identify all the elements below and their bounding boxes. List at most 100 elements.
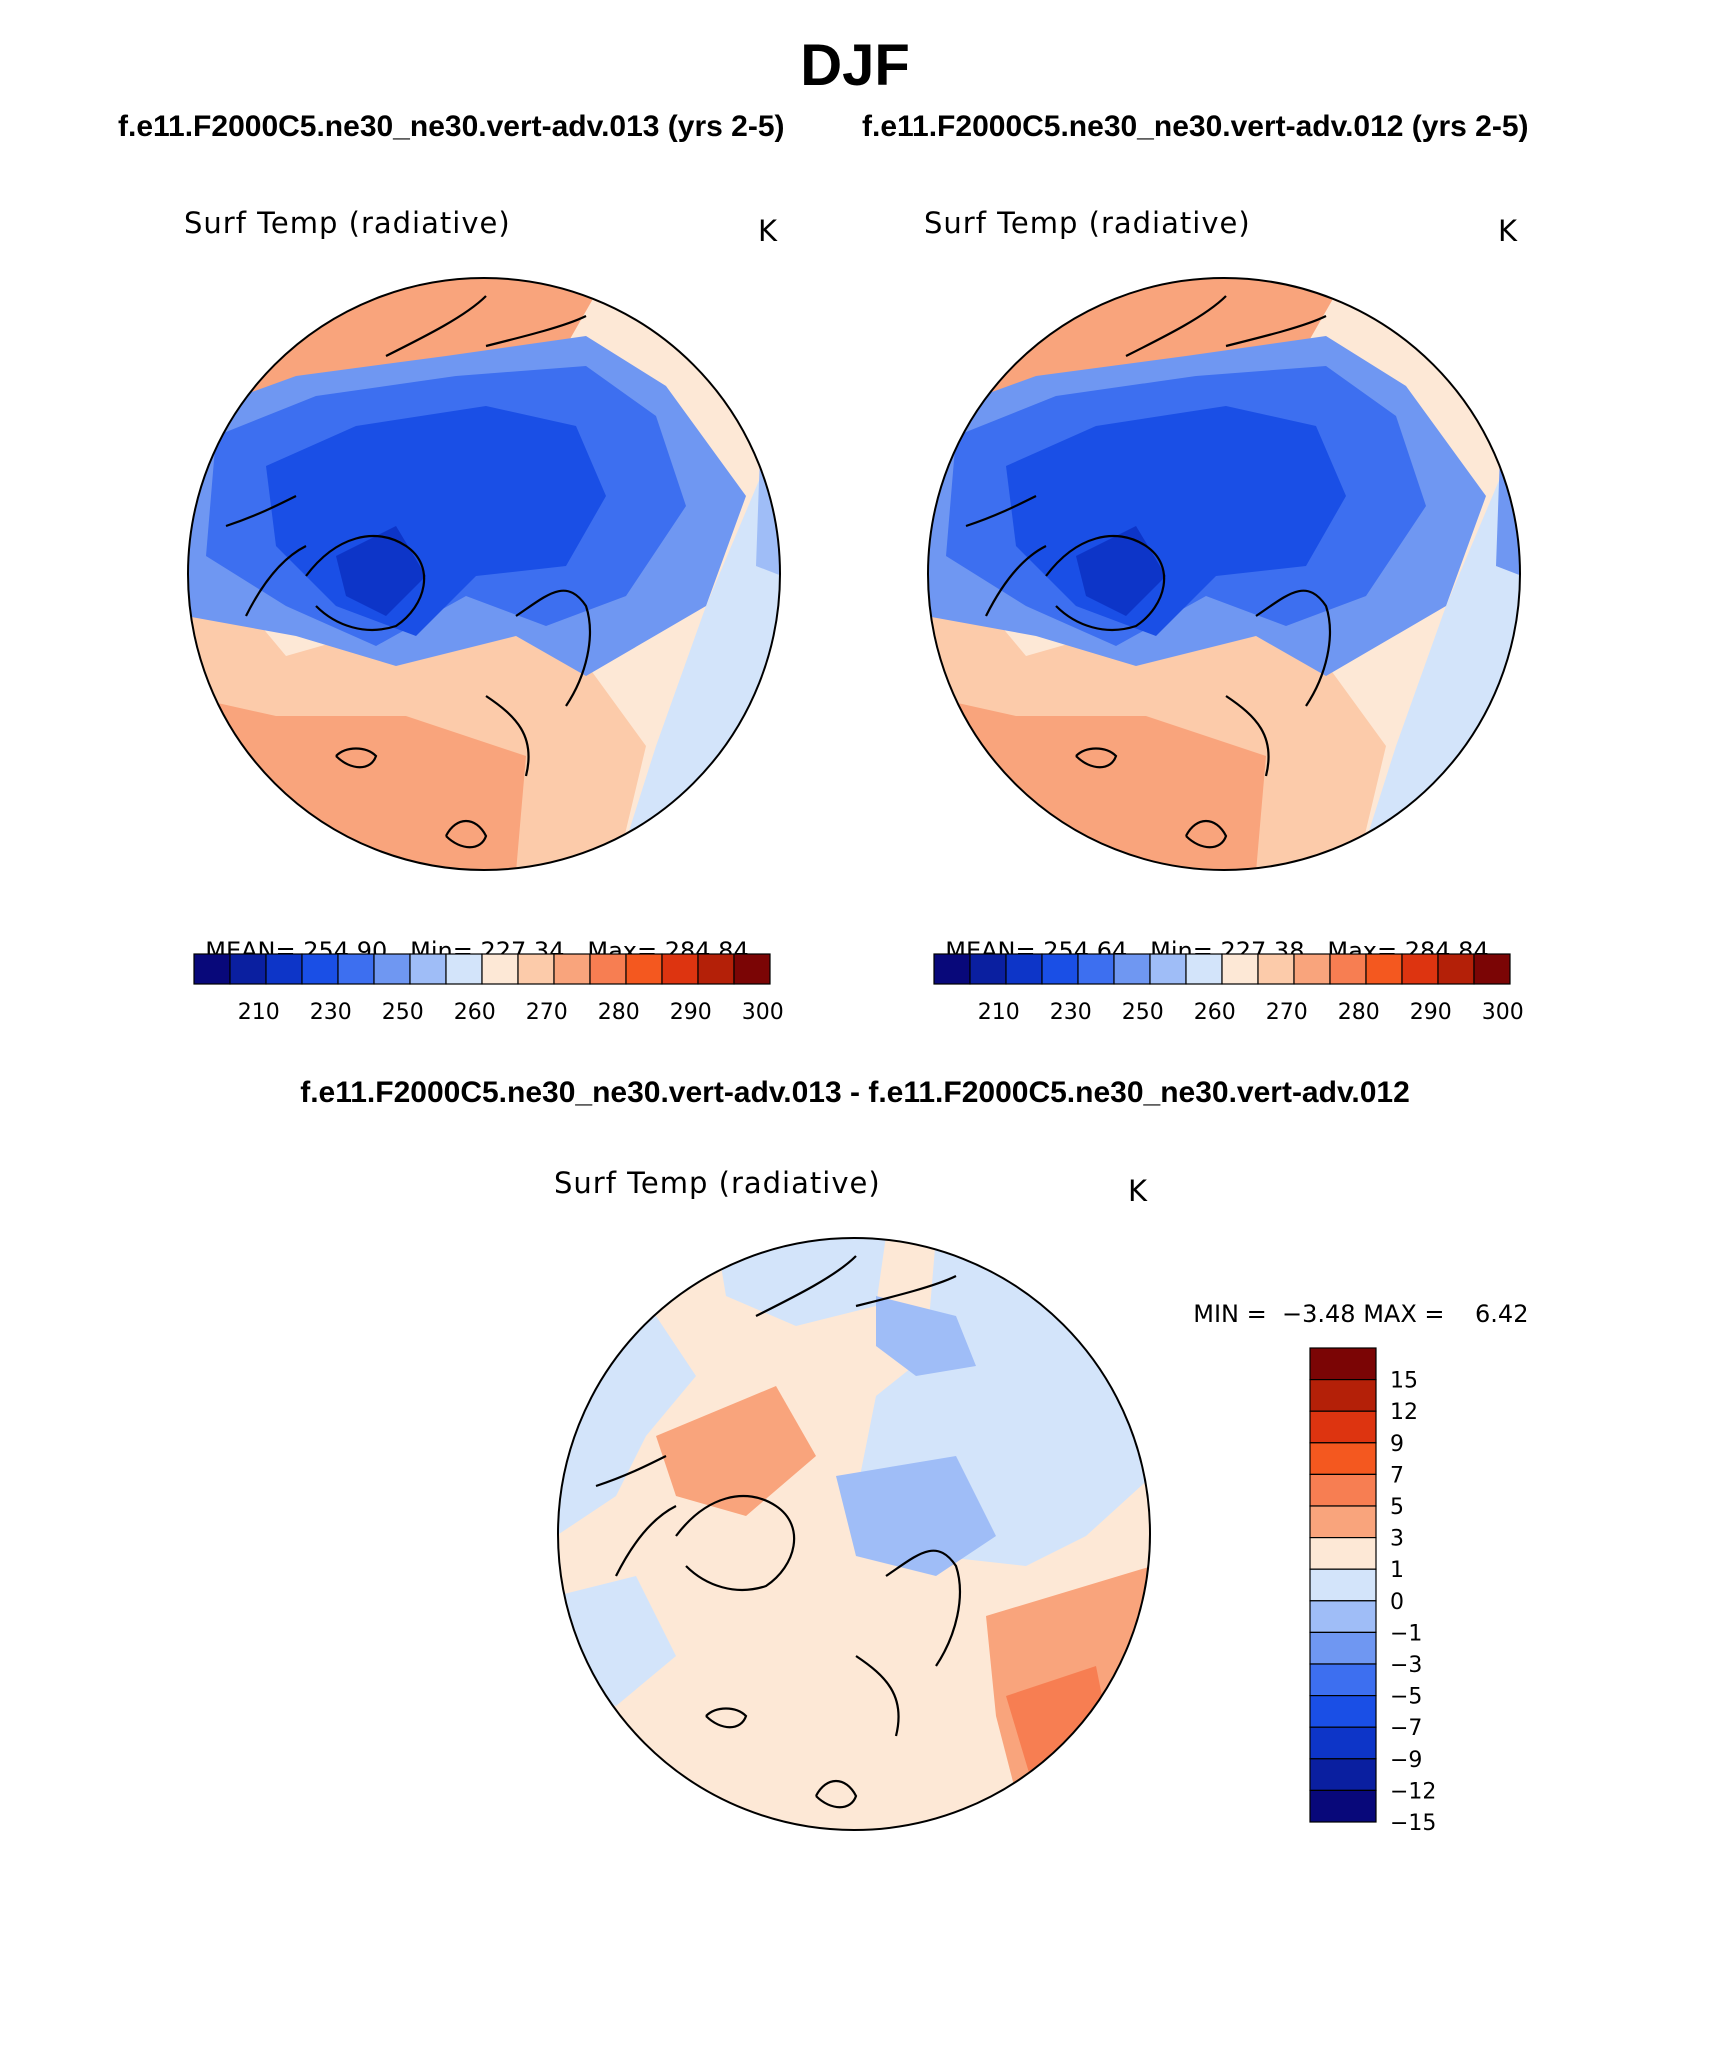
colorbar-3-label-5: 3 bbox=[1390, 1527, 1404, 1552]
colorbar-2-swatch-1 bbox=[969, 953, 1007, 985]
map-2-boundary bbox=[927, 277, 1521, 871]
colorbar-1-label-0: 210 bbox=[238, 1000, 280, 1025]
difference-title: f.e11.F2000C5.ne30_ne30.vert-adv.013 - f… bbox=[300, 1076, 1410, 1109]
colorbar-1-swatch-14 bbox=[697, 953, 735, 985]
colorbar-3-swatch-9 bbox=[1309, 1631, 1377, 1665]
map-3-boundary bbox=[557, 1237, 1151, 1831]
colorbar-2-swatch-4 bbox=[1077, 953, 1115, 985]
map-panel-3 bbox=[557, 1237, 1151, 1831]
colorbar-1-swatch-12 bbox=[625, 953, 663, 985]
map-1-boundary bbox=[187, 277, 781, 871]
map-3-field-cooler-center bbox=[836, 1456, 996, 1576]
map-3-coast-alaska bbox=[755, 1255, 957, 1317]
colorbar-3-swatch-1 bbox=[1309, 1379, 1377, 1412]
colorbar-2-swatch-7 bbox=[1185, 953, 1223, 985]
colorbar-1-swatch-13 bbox=[661, 953, 699, 985]
colorbar-2-label-6: 290 bbox=[1410, 1000, 1452, 1025]
colorbar-1-swatch-3 bbox=[301, 953, 339, 985]
map-3-coast-greenland bbox=[675, 1494, 796, 1591]
colorbar-1-label-1: 230 bbox=[310, 1000, 352, 1025]
colorbar-panel-3: 15 12 9 7 5 3 1 0 −1 −3 −5 −7 −9 −12 −15 bbox=[1309, 1347, 1436, 1836]
colorbar-2-label-1: 230 bbox=[1050, 1000, 1092, 1025]
colorbar-3-label-14: −15 bbox=[1390, 1811, 1436, 1836]
map-2-coast-britain bbox=[1185, 820, 1228, 849]
colorbar-3-label-9: −3 bbox=[1390, 1653, 1422, 1678]
colorbar-3-swatch-6 bbox=[1309, 1537, 1377, 1570]
colorbar-2-label-5: 280 bbox=[1338, 1000, 1380, 1025]
map-1-field-east-edge bbox=[756, 426, 780, 576]
map-2-field-greenland bbox=[1076, 526, 1166, 616]
colorbar-panel-2: 210 230 250 260 270 280 290 300 bbox=[933, 953, 1524, 1025]
colorbar-1-swatch-5 bbox=[373, 953, 411, 985]
map-1-coast-iceland bbox=[335, 747, 378, 769]
colorbar-1-label-7: 300 bbox=[742, 1000, 784, 1025]
colorbar-3-label-10: −5 bbox=[1390, 1685, 1422, 1710]
map-2-coast-alaska bbox=[1125, 295, 1327, 357]
colorbar-2-swatch-2 bbox=[1005, 953, 1043, 985]
colorbar-2-swatch-3 bbox=[1041, 953, 1079, 985]
colorbar-3-swatch-0 bbox=[1309, 1347, 1377, 1381]
colorbar-3-label-6: 1 bbox=[1390, 1558, 1404, 1583]
colorbar-3-swatch-3 bbox=[1309, 1442, 1377, 1476]
map-3-field-cool-north bbox=[716, 1238, 886, 1326]
map-2-coast-scandinavia bbox=[1225, 589, 1332, 777]
colorbar-3-swatch-8 bbox=[1309, 1600, 1377, 1634]
colorbar-3-label-13: −12 bbox=[1390, 1779, 1436, 1804]
panel-3-stats: MIN = −3.48 MAX = 6.42 bbox=[1178, 1272, 1528, 1328]
colorbar-3-label-12: −9 bbox=[1390, 1748, 1422, 1773]
panel-3-max-label: MAX = bbox=[1363, 1300, 1445, 1328]
panel-3-min-value: −3.48 bbox=[1282, 1300, 1356, 1328]
map-3-coast-britain bbox=[815, 1780, 858, 1809]
colorbar-3-swatch-10 bbox=[1309, 1663, 1377, 1697]
colorbar-2-swatch-13 bbox=[1401, 953, 1439, 985]
colorbar-2-label-3: 260 bbox=[1194, 1000, 1236, 1025]
map-panel-1 bbox=[187, 277, 781, 871]
colorbar-1-label-6: 290 bbox=[670, 1000, 712, 1025]
colorbar-3-swatch-13 bbox=[1309, 1758, 1377, 1791]
colorbar-3-swatch-4 bbox=[1309, 1473, 1377, 1507]
colorbar-3-label-3: 7 bbox=[1390, 1463, 1404, 1488]
colorbar-3-swatch-11 bbox=[1309, 1695, 1377, 1728]
colorbar-2-swatch-11 bbox=[1329, 953, 1367, 985]
colorbar-1-label-5: 280 bbox=[598, 1000, 640, 1025]
colorbar-2-label-4: 270 bbox=[1266, 1000, 1308, 1025]
colorbar-3-swatch-5 bbox=[1309, 1505, 1377, 1539]
map-1-coast-britain bbox=[445, 820, 488, 849]
map-3-field-warm-canada bbox=[656, 1386, 816, 1516]
panel-3-max-value: 6.42 bbox=[1475, 1300, 1529, 1328]
colorbar-1-swatch-4 bbox=[337, 953, 375, 985]
map-2-coast-iceland bbox=[1075, 747, 1118, 769]
colorbar-3-label-8: −1 bbox=[1390, 1621, 1422, 1646]
map-3-coast-iceland bbox=[705, 1707, 748, 1729]
panel-3-variable: Surf Temp (radiative) bbox=[554, 1166, 881, 1200]
map-3-coast-canada bbox=[595, 1455, 677, 1577]
colorbar-3-swatch-12 bbox=[1309, 1726, 1377, 1760]
colorbar-3-label-0: 15 bbox=[1390, 1369, 1418, 1394]
colorbar-3-label-11: −7 bbox=[1390, 1716, 1422, 1741]
map-3-coast-scandinavia bbox=[855, 1549, 962, 1737]
colorbar-3-swatch-14 bbox=[1309, 1789, 1377, 1823]
panel-1-variable: Surf Temp (radiative) bbox=[184, 206, 511, 240]
colorbar-2-label-7: 300 bbox=[1482, 1000, 1524, 1025]
panel-2-variable: Surf Temp (radiative) bbox=[924, 206, 1251, 240]
colorbar-2-swatch-15 bbox=[1473, 953, 1511, 985]
map-1-coast-greenland bbox=[305, 534, 426, 631]
case-title-left: f.e11.F2000C5.ne30_ne30.vert-adv.013 (yr… bbox=[118, 110, 785, 143]
map-3-coastlines bbox=[595, 1255, 962, 1809]
colorbar-1-swatch-0 bbox=[193, 953, 231, 985]
colorbar-3-label-1: 12 bbox=[1390, 1400, 1418, 1425]
colorbar-3-label-4: 5 bbox=[1390, 1495, 1404, 1520]
map-panel-2 bbox=[927, 277, 1521, 871]
colorbar-3-swatch-7 bbox=[1309, 1568, 1377, 1602]
figure-title: DJF bbox=[800, 33, 910, 98]
map-1-coast-alaska bbox=[385, 295, 587, 357]
colorbar-2-swatch-14 bbox=[1437, 953, 1475, 985]
colorbar-2-label-0: 210 bbox=[978, 1000, 1020, 1025]
colorbar-2-swatch-5 bbox=[1113, 953, 1151, 985]
colorbar-3-label-7: 0 bbox=[1390, 1590, 1404, 1615]
panel-1-units: K bbox=[758, 214, 778, 248]
colorbar-panel-1: 210 230 250 260 270 280 290 300 bbox=[193, 953, 784, 1025]
colorbar-2-label-2: 250 bbox=[1122, 1000, 1164, 1025]
map-1-coastlines bbox=[225, 295, 592, 849]
colorbar-2-swatch-6 bbox=[1149, 953, 1187, 985]
